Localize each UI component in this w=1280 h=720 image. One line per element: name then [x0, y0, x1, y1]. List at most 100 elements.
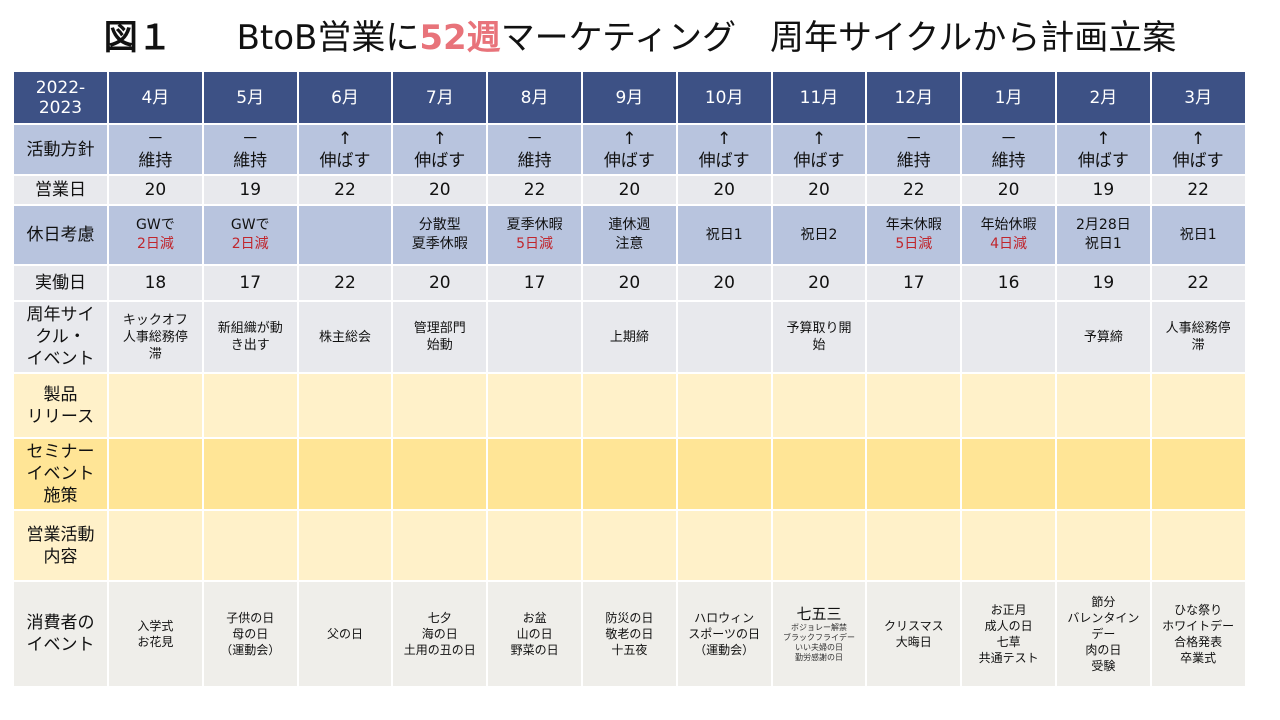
consumer-event: 合格発表 [1174, 635, 1223, 649]
product-release-cell[interactable] [960, 372, 1057, 439]
annual-plan-table: 2022- 2023 4月 5月 6月 7月 8月 9月 10月 11月 12月 1月 2月 3月 活動方針… [12, 70, 1247, 688]
product-release-cell[interactable] [770, 372, 868, 439]
business-days-cell: 19 [1054, 174, 1152, 206]
working-days-cell: 16 [960, 264, 1057, 302]
seminar-event-cell[interactable] [1149, 437, 1247, 511]
business-days-cell: 20 [675, 174, 773, 206]
working-days-cell: 17 [201, 264, 299, 302]
cycle-event: き出す [230, 338, 270, 353]
cycle-event: 人事総務停 [122, 329, 188, 345]
sales-activity-cell[interactable] [201, 509, 299, 582]
product-release-cell[interactable] [1149, 372, 1247, 439]
policy-cell: －維持 [865, 123, 963, 176]
holiday-cell: GWで 2日減 [201, 204, 299, 266]
annual-cycle-cell: 人事総務停滞 [1149, 300, 1247, 374]
working-days-cell: 22 [1149, 264, 1247, 302]
sales-activity-cell[interactable] [1149, 509, 1247, 582]
working-days-cell: 20 [580, 264, 678, 302]
cycle-event: 上期締 [609, 329, 649, 345]
consumer-event: （運動会） [220, 643, 281, 657]
cycle-event: 滞 [148, 346, 162, 362]
product-release-cell[interactable] [296, 372, 394, 439]
business-days-cell: 22 [486, 174, 583, 206]
working-days-cell: 17 [865, 264, 963, 302]
product-release-cell[interactable] [107, 372, 204, 439]
product-release-cell[interactable] [580, 372, 678, 439]
consumer-event: 節分 [1091, 595, 1116, 609]
sales-activity-cell[interactable] [580, 509, 678, 582]
seminar-event-cell[interactable] [1054, 437, 1152, 511]
policy-text: 伸ばす [603, 150, 655, 171]
row-header: 営業日 [12, 174, 109, 206]
consumer-event-sub: いい夫婦の日 [794, 643, 843, 652]
sales-activity-cell[interactable] [296, 509, 394, 582]
year-label-line: 2023 [38, 97, 83, 118]
product-release-cell[interactable] [1054, 372, 1152, 439]
cycle-event: 株主総会 [318, 329, 371, 345]
seminar-event-cell[interactable] [675, 437, 773, 511]
product-release-cell[interactable] [865, 372, 963, 439]
consumer-event: 卒業式 [1180, 651, 1217, 665]
consumer-event: バレンタイン [1067, 611, 1140, 625]
sales-activity-cell[interactable] [675, 509, 773, 582]
product-release-cell[interactable] [486, 372, 583, 439]
holiday-text: GWで [136, 217, 175, 233]
seminar-event-cell[interactable] [580, 437, 678, 511]
cycle-event: 滞 [1191, 338, 1205, 353]
business-days-row: 営業日 20 19 22 20 22 20 20 20 22 20 19 22 [12, 174, 1247, 206]
row-header: 実働日 [12, 264, 109, 302]
seminar-event-cell[interactable] [960, 437, 1057, 511]
consumer-event: 子供の日 [226, 611, 275, 625]
dash-icon: － [526, 128, 544, 149]
annual-cycle-cell: キックオフ 人事総務停滞 [107, 300, 204, 374]
row-header-line: 内容 [43, 546, 78, 567]
policy-cell: ↑ 伸ばす [1054, 123, 1152, 176]
sales-activity-cell[interactable] [960, 509, 1057, 582]
business-days-cell: 22 [865, 174, 963, 206]
month-header: 2月 [1054, 70, 1152, 125]
seminar-event-cell[interactable] [770, 437, 868, 511]
month-header: 11月 [770, 70, 868, 125]
month-header: 1月 [960, 70, 1057, 125]
month-header: 9月 [580, 70, 678, 125]
seminar-event-cell[interactable] [486, 437, 583, 511]
holiday-reduction: 4日減 [990, 236, 1028, 252]
annual-cycle-cell: 予算取り開始 [770, 300, 868, 374]
seminar-event-cell[interactable] [201, 437, 299, 511]
holiday-cell [296, 204, 394, 266]
annual-cycle-cell: 株主総会 [296, 300, 394, 374]
consumer-event: 受験 [1091, 659, 1116, 673]
annual-cycle-cell [486, 300, 583, 374]
policy-cell: －維持 [486, 123, 583, 176]
working-days-cell: 19 [1054, 264, 1152, 302]
annual-cycle-cell: 管理部門 始動 [391, 300, 489, 374]
holiday-reduction: 2日減 [231, 236, 269, 252]
holiday-cell: 連休週 注意 [580, 204, 678, 266]
consumer-event: 成人の日 [984, 619, 1033, 633]
policy-text: 維持 [896, 150, 931, 171]
consumer-event: 土用の丑の日 [403, 643, 476, 657]
sales-activity-cell[interactable] [391, 509, 489, 582]
seminar-event-cell[interactable] [296, 437, 394, 511]
sales-activity-cell[interactable] [770, 509, 868, 582]
consumer-event-cell: ハロウィン スポーツの日 （運動会） [675, 580, 773, 688]
product-release-cell[interactable] [391, 372, 489, 439]
row-header: 営業活動 内容 [12, 509, 109, 582]
sales-activity-cell[interactable] [486, 509, 583, 582]
sales-activity-cell[interactable] [107, 509, 204, 582]
product-release-cell[interactable] [675, 372, 773, 439]
row-header-line: イベント [26, 635, 95, 655]
row-header: 周年サイ クル・ イベント [12, 300, 109, 374]
sales-activity-cell[interactable] [1054, 509, 1152, 582]
consumer-event-cell: ひな祭り ホワイトデー 合格発表 卒業式 [1149, 580, 1247, 688]
holiday-reduction: 2日減 [136, 236, 174, 252]
consumer-event: デー [1091, 627, 1116, 641]
seminar-event-cell[interactable] [391, 437, 489, 511]
seminar-event-cell[interactable] [865, 437, 963, 511]
seminar-event-cell[interactable] [107, 437, 204, 511]
sales-activity-cell[interactable] [865, 509, 963, 582]
product-release-cell[interactable] [201, 372, 299, 439]
holiday-cell: 2月28日 祝日1 [1054, 204, 1152, 266]
annual-cycle-cell [675, 300, 773, 374]
dash-icon: － [905, 128, 923, 149]
